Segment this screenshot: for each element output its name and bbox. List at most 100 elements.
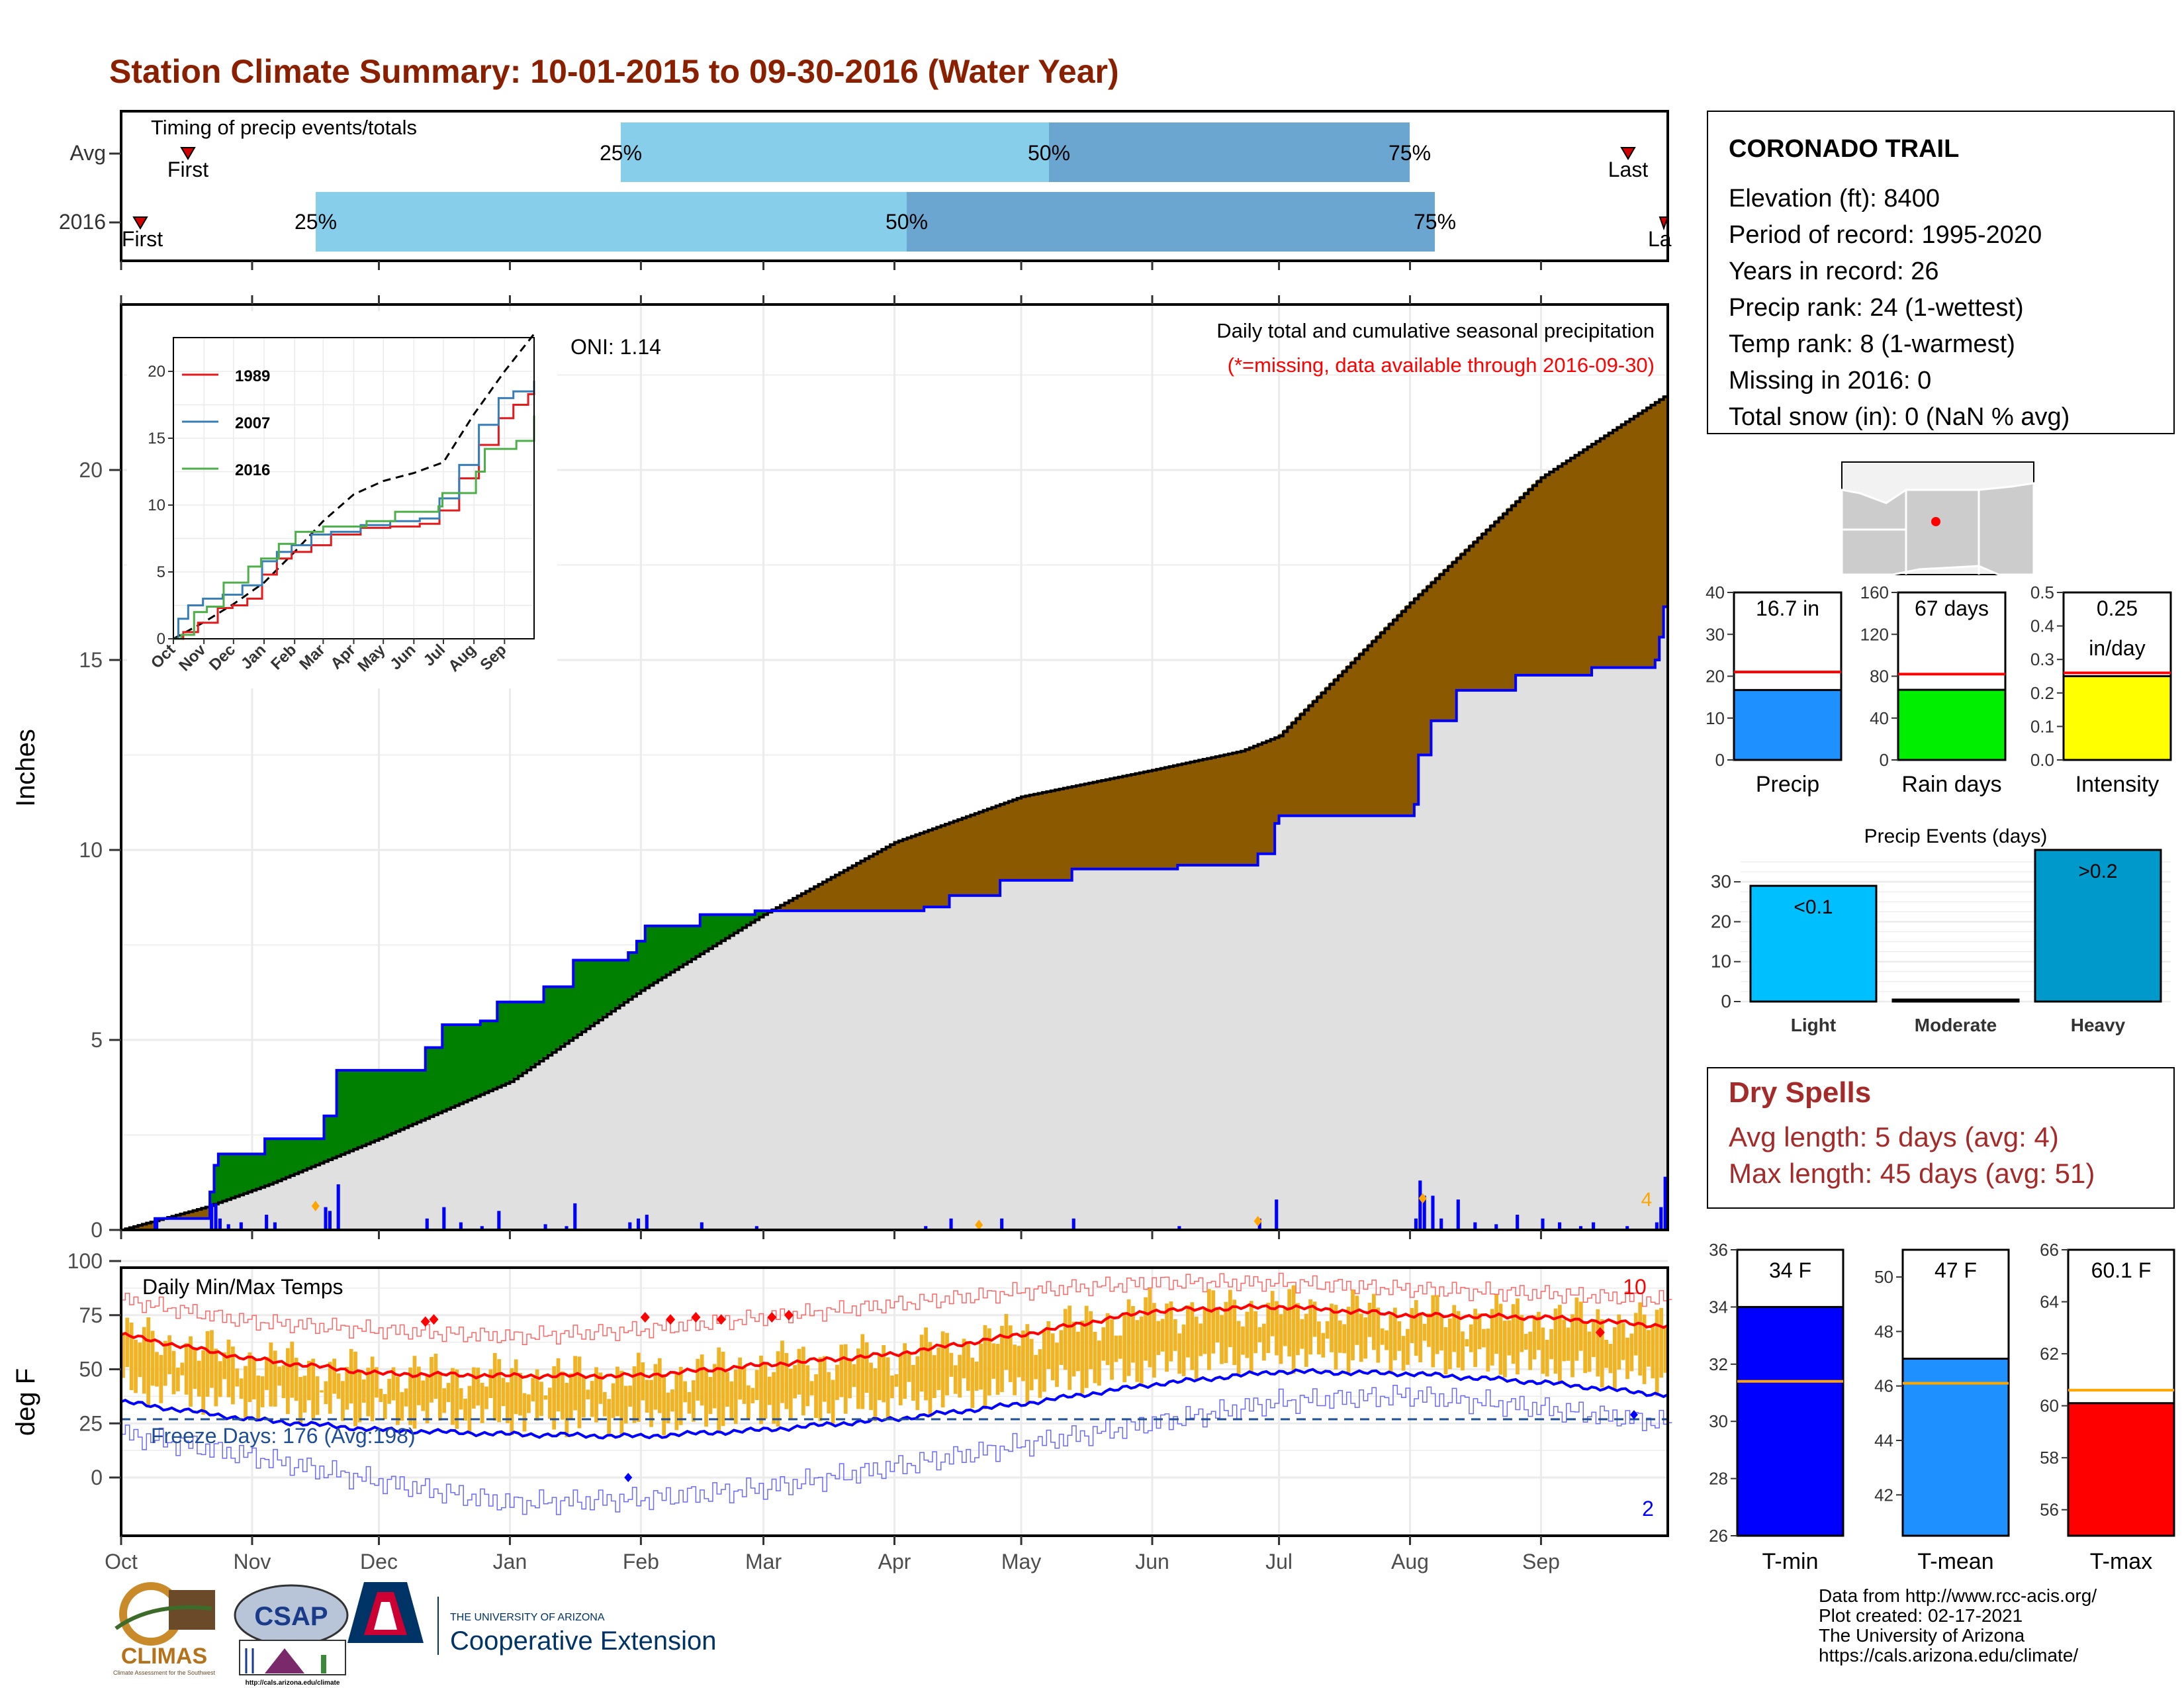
temp-panel: deg F 0 25 50 75 100 Daily Min/Max Temps Fre… [11,1249,1672,1573]
daily-temp-bar [733,1369,738,1425]
footer-data-source: Data from http://www.rcc-acis.org/ [1819,1585,2097,1606]
events-bar-label: Moderate [1915,1015,1997,1035]
daily-temp-bar [1655,1309,1659,1396]
daily-temp-bar [1291,1285,1296,1374]
daily-temp-bar [1038,1349,1042,1398]
daily-temp-bar [886,1357,890,1418]
mini-bar-ytick: 160 [1860,583,1889,602]
daily-temp-bar [632,1366,637,1423]
daily-temp-bar [463,1398,467,1421]
daily-temp-bar [1160,1319,1165,1352]
dry-spells-title: Dry Spells [1729,1076,1871,1109]
daily-temp-bar [159,1354,163,1403]
daily-temp-bar [974,1361,979,1391]
daily-temp-bar [210,1330,214,1388]
daily-temp-bar [1186,1305,1190,1358]
daily-temp-bar [1502,1321,1507,1378]
daily-precip-bar [1439,1218,1443,1230]
daily-temp-bar [747,1385,751,1421]
daily-temp-bar [915,1356,920,1411]
daily-temp-bar [142,1327,146,1394]
daily-temp-bar [1165,1303,1169,1372]
daily-temp-bar [1380,1328,1385,1345]
daily-temp-bar [780,1340,784,1403]
daily-precip-bar [226,1224,230,1230]
station-period: Period of record: 1995-2020 [1729,221,2042,249]
daily-temp-bar [683,1381,687,1403]
daily-temp-bar [1604,1339,1608,1368]
mini-bar-label: Rain days [1901,772,2001,797]
daily-temp-bar [598,1372,603,1404]
daily-precip-bar [155,1218,159,1230]
daily-temp-bar [459,1388,463,1410]
daily-temp-bar [1642,1314,1647,1384]
mini-bar-ytick: 40 [1870,708,1889,728]
mini-bar-ytick: 20 [1706,667,1725,686]
daily-temp-bar [1372,1293,1376,1350]
daily-temp-bar [302,1376,307,1413]
daily-temp-bar [476,1368,480,1406]
daily-temp-bar [361,1379,366,1403]
daily-temp-bar [1608,1344,1613,1374]
month-label: Aug [1391,1550,1429,1573]
csap-text: CSAP [254,1602,328,1631]
daily-temp-bar [1224,1301,1228,1364]
page-title: Station Climate Summary: 10-01-2015 to 0… [109,53,1119,90]
temp-summary-label: T-max [2090,1549,2152,1574]
month-label: Oct [105,1550,138,1573]
daily-temp-bar [962,1338,966,1379]
daily-temp-bar [125,1317,130,1368]
temp-summary-ytick: 56 [2040,1500,2059,1520]
daily-temp-bar [843,1344,848,1414]
inset-ytick-label: 10 [148,496,165,514]
precip-events-chart: Precip Events (days) 0 10 20 30 <0.1 Light Mod… [1711,825,2171,1035]
daily-precip-bar [273,1222,277,1230]
daily-precip-bar [637,1218,641,1230]
daily-temp-bar [793,1365,797,1399]
month-label: Nov [233,1550,271,1573]
daily-temp-bar [1422,1323,1427,1341]
daily-temp-bar [772,1372,776,1424]
timing-2016-last-marker [1659,216,1669,231]
record-high-marker [716,1314,726,1325]
daily-temp-bar [1249,1301,1253,1374]
daily-temp-bar [940,1331,945,1408]
daily-temp-bar [281,1365,286,1399]
month-label: Apr [878,1550,911,1573]
daily-temp-bar [214,1348,218,1407]
record-high-marker [1595,1327,1605,1338]
temp-summary-value: 60.1 F [2091,1258,2152,1282]
daily-precip-bar [1422,1196,1426,1230]
daily-precip-bar [1473,1222,1477,1230]
daily-temp-bar [341,1381,345,1421]
daily-precip-bar [1414,1218,1418,1230]
daily-temp-bar [277,1366,282,1386]
daily-temp-bar [692,1380,696,1422]
daily-temp-bar [1498,1303,1503,1375]
daily-temp-bar [1296,1303,1300,1356]
daily-temp-bar [1215,1307,1220,1342]
daily-temp-bar [1435,1295,1439,1354]
temp-ytick-label: 0 [91,1466,103,1489]
daily-temp-bar [1410,1307,1414,1344]
daily-temp-bar [1013,1344,1017,1395]
daily-temp-bar [936,1347,941,1390]
timing-2016-p25: 25% [295,210,337,234]
daily-temp-bar [146,1317,151,1407]
daily-temp-bar [958,1354,962,1398]
daily-temp-bar [1338,1320,1342,1353]
daily-temp-bar [700,1354,704,1406]
mini-bar-value: 0.25 [2097,596,2138,620]
daily-temp-bar [827,1372,831,1414]
daily-temp-bar [1447,1318,1452,1370]
daily-temp-bar [869,1362,873,1411]
daily-temp-bar [467,1385,472,1432]
daily-temp-bar [1363,1317,1368,1359]
daily-temp-bars [121,1285,1668,1438]
timing-avg-first: First [167,158,208,181]
daily-precip-bar [1000,1218,1004,1230]
daily-temp-bar [670,1389,674,1412]
daily-temp-bar [1270,1291,1275,1336]
daily-temp-bar [738,1357,742,1400]
mini-bar-fill [1733,688,1843,761]
